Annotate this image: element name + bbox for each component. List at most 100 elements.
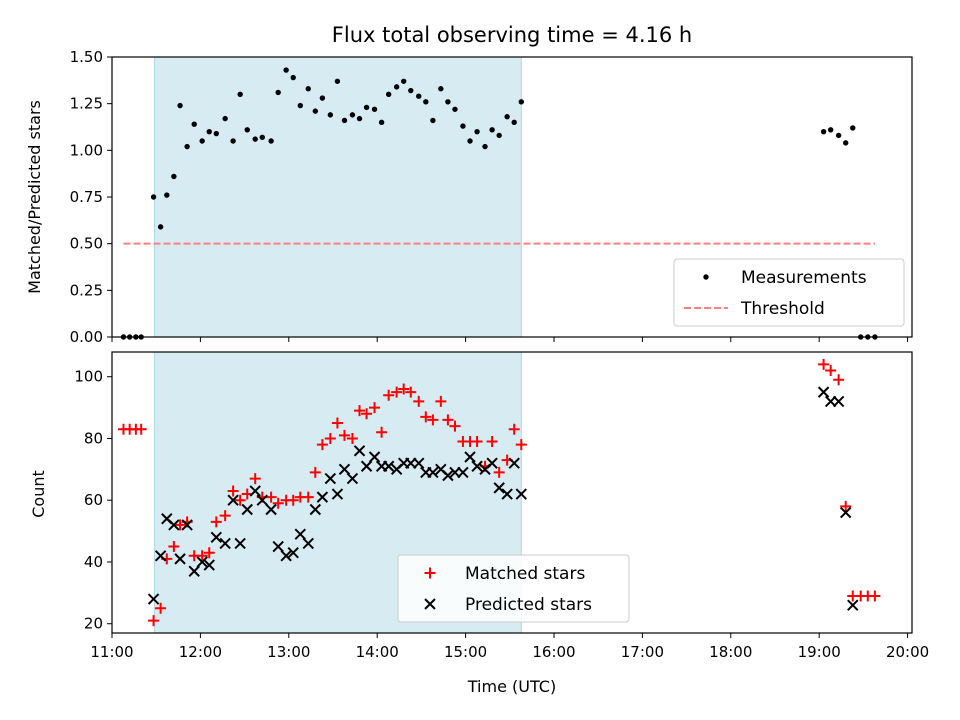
chart-title: Flux total observing time = 4.16 h xyxy=(332,23,692,47)
matched-stars-point xyxy=(272,497,284,509)
predicted-stars-point xyxy=(241,503,253,516)
measurements-point xyxy=(393,84,400,90)
matched-stars-point xyxy=(168,541,180,553)
matched-stars-point xyxy=(196,550,208,562)
matched-stars-point xyxy=(486,436,498,448)
measurements-point xyxy=(423,99,429,105)
predicted-stars-point xyxy=(493,482,505,494)
predicted-stars-point xyxy=(331,488,344,500)
measurements-point xyxy=(334,78,341,84)
predicted-stars-point xyxy=(817,386,830,398)
predicted-stars-point xyxy=(227,494,239,506)
y-tick-label: 1.25 xyxy=(70,95,103,113)
measurements-point xyxy=(164,192,170,198)
predicted-stars-point xyxy=(174,553,186,565)
measurements-point xyxy=(244,127,250,133)
measurements-point xyxy=(438,86,444,92)
x-tick-label: 12:00 xyxy=(179,643,222,661)
predicted-stars-point xyxy=(265,503,277,516)
measurements-point xyxy=(850,125,856,131)
predicted-stars-point xyxy=(294,528,306,540)
matched-stars-point xyxy=(413,395,425,407)
measurements-point xyxy=(511,119,517,126)
matched-stars-point xyxy=(265,491,277,503)
matched-stars-point xyxy=(391,386,403,398)
matched-stars-point xyxy=(203,547,215,559)
measurements-point xyxy=(385,91,392,98)
matched-stars-point xyxy=(210,516,222,528)
matched-stars-point xyxy=(324,432,336,444)
predicted-stars-point xyxy=(219,537,231,550)
predicted-stars-point xyxy=(324,472,337,485)
measurements-point xyxy=(452,106,458,112)
matched-stars-point xyxy=(148,615,160,627)
measurements-point xyxy=(363,104,370,111)
predicted-stars-point xyxy=(181,519,193,531)
measurements-point xyxy=(482,143,488,150)
y-tick-label: 0.00 xyxy=(70,328,103,346)
legend-box xyxy=(397,554,630,623)
predicted-stars-point xyxy=(413,457,425,469)
predicted-stars-point xyxy=(147,593,160,605)
predicted-stars-point xyxy=(338,463,351,476)
predicted-stars-point xyxy=(280,550,292,562)
matched-stars-point xyxy=(435,395,447,407)
measurements-point xyxy=(474,128,480,135)
measurements-point xyxy=(327,112,334,118)
measurements-point xyxy=(312,108,319,114)
measurements-point xyxy=(275,89,281,96)
y-tick-label: 100 xyxy=(74,368,103,386)
predicted-stars-point xyxy=(309,503,322,516)
predicted-stars-point xyxy=(249,485,261,497)
y-tick-label: 1.00 xyxy=(70,141,103,159)
predicted-stars-point xyxy=(360,460,373,472)
matched-stars-point xyxy=(309,466,321,478)
matched-stars-point xyxy=(449,420,461,432)
legend-label: Predicted stars xyxy=(465,595,592,615)
matched-stars-point xyxy=(825,365,837,377)
predicted-stars-point xyxy=(346,472,359,485)
y-tick-label: 20 xyxy=(84,615,103,633)
matched-stars-point xyxy=(338,429,350,441)
y-tick-label: 60 xyxy=(84,491,103,509)
predicted-stars-point xyxy=(382,460,395,472)
measurements-point xyxy=(401,78,407,84)
measurements-point xyxy=(252,136,258,142)
predicted-stars-point xyxy=(832,395,845,408)
measurements-point xyxy=(157,224,164,230)
matched-stars-point xyxy=(471,436,483,448)
measurements-point xyxy=(283,67,289,73)
y-tick-label: 0.50 xyxy=(70,235,103,253)
measurements-point xyxy=(430,117,436,124)
observing-window xyxy=(153,56,522,338)
measurements-point xyxy=(259,134,265,140)
matched-stars-point xyxy=(234,494,246,506)
matched-stars-point xyxy=(227,485,239,497)
measurements-point xyxy=(150,194,157,200)
matched-stars-point xyxy=(442,414,454,426)
predicted-stars-point xyxy=(839,506,852,519)
matched-stars-point xyxy=(420,411,432,423)
y-tick-label: 80 xyxy=(84,429,103,447)
x-tick-label: 11:00 xyxy=(90,643,133,661)
predicted-stars-point xyxy=(427,466,439,479)
predicted-stars-point xyxy=(316,491,329,503)
predicted-stars-point xyxy=(368,451,381,463)
predicted-stars-point xyxy=(847,599,859,611)
measurements-point xyxy=(290,74,296,81)
x-tick-label: 19:00 xyxy=(798,643,841,661)
measurements-point xyxy=(843,140,849,146)
predicted-stars-point xyxy=(501,488,513,500)
matched-stars-point xyxy=(840,500,852,512)
predicted-stars-point xyxy=(464,451,476,463)
predicted-stars-point xyxy=(442,469,454,482)
x-tick-label: 13:00 xyxy=(267,643,310,661)
predicted-stars-point xyxy=(203,559,215,571)
x-tick-label: 18:00 xyxy=(709,643,752,661)
measurements-point xyxy=(230,138,236,144)
top-panel: 0.00 0.25 0.50 0.75 1.00 1.25 1.50 Measurements… xyxy=(70,48,913,346)
x-tick-label: 20:00 xyxy=(886,643,929,661)
measurements-point xyxy=(827,127,834,133)
legend-label: Measurements xyxy=(741,268,867,288)
